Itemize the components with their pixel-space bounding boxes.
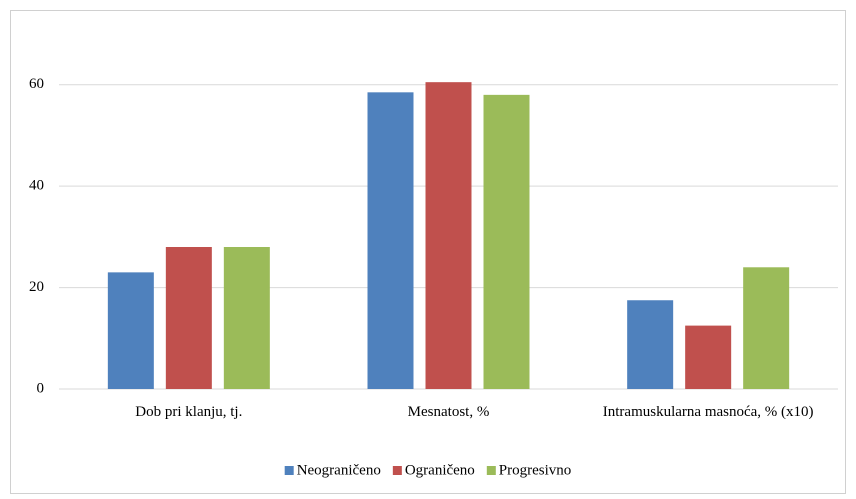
legend-swatch: [392, 466, 402, 475]
legend-label: Neograničeno: [297, 462, 381, 478]
legend-swatch: [284, 466, 294, 475]
bar: [425, 82, 472, 389]
y-tick-label: 40: [29, 178, 44, 194]
bar: [685, 325, 732, 389]
y-tick-label: 60: [29, 76, 44, 92]
legend-label: Ograničeno: [405, 462, 475, 478]
x-tick-label: Mesnatost, %: [407, 404, 490, 420]
bar: [627, 300, 674, 389]
bar: [223, 247, 270, 389]
y-tick-label: 0: [37, 380, 45, 396]
bar: [165, 247, 212, 389]
y-tick-label: 20: [29, 279, 44, 295]
bar: [367, 92, 414, 390]
x-tick-label: Intramuskularna masnoća, % (x10): [602, 404, 814, 420]
bar: [743, 267, 790, 389]
bar: [107, 272, 154, 389]
bar: [483, 94, 530, 389]
x-tick-label: Dob pri klanju, tj.: [135, 404, 243, 420]
chart-border: [10, 10, 846, 494]
legend-label: Progresivno: [499, 462, 572, 478]
legend-swatch: [486, 466, 496, 475]
